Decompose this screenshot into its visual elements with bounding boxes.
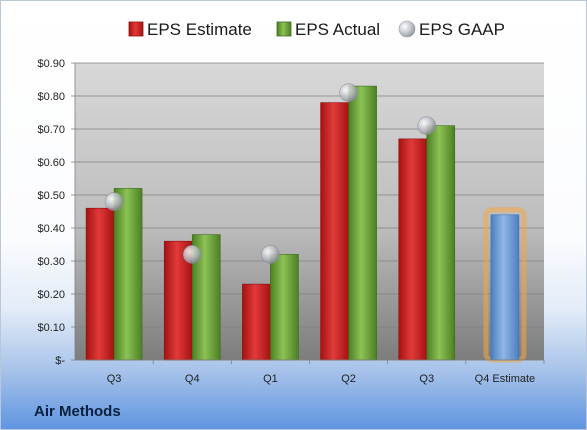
bar-eps-actual [426,125,456,361]
marker-eps-gaap [261,245,280,264]
legend-gaap-label: EPS GAAP [419,20,505,39]
bar-eps-estimate [398,138,428,361]
y-tick-label: $0.90 [37,58,65,70]
y-tick-label: $0.30 [37,256,65,268]
y-tick-label: $0.40 [37,223,65,235]
bar-eps-estimate [85,207,115,361]
bar-eps-estimate [320,102,349,361]
y-tick-label: $0.70 [37,124,65,136]
bar-eps-estimate [242,283,271,361]
legend-estimate-swatch [128,21,144,37]
plot-area [75,63,544,360]
x-tick-label: Q2 [341,373,356,385]
y-tick-label: $0.60 [37,157,65,169]
y-tick-label: $0.50 [37,190,65,202]
x-tick-label: Q4 Estimate [475,373,536,385]
legend-gaap-marker [398,20,416,38]
bar-eps-estimate [163,240,193,361]
bar-eps-actual [270,254,299,361]
x-tick-label: Q3 [419,373,434,385]
y-tick-label: $0.20 [37,289,65,301]
x-axis: Q3 Q4 Q1 Q2 Q3 Q4 Estimate [75,359,545,385]
marker-eps-gaap [417,116,437,135]
y-tick-label: $0.10 [37,322,65,334]
legend-actual-label: EPS Actual [295,20,380,39]
legend-actual-swatch [276,21,292,37]
bars [85,85,527,363]
y-axis: $- $0.10 $0.20 $0.30 $0.40 $0.50 $0.60 $0.70 $0.… [37,58,76,367]
x-tick-label: Q3 [107,373,122,385]
marker-eps-gaap [339,83,358,102]
bar-eps-actual [191,234,221,361]
marker-eps-gaap [104,192,124,211]
marker-eps-gaap [182,245,202,264]
x-tick-label: Q4 [185,373,200,385]
gaap-markers [104,83,437,264]
legend: EPS Estimate EPS Actual EPS GAAP [128,20,505,39]
bar-eps-actual [348,85,377,361]
bar-eps-actual [113,188,143,361]
y-tick-label: $0.80 [37,91,65,103]
legend-estimate-label: EPS Estimate [147,20,252,39]
x-tick-label: Q1 [263,373,278,385]
bar-q4-estimate [490,214,520,361]
y-tick-label: $- [55,355,65,367]
company-name: Air Methods [34,403,121,420]
grid-lines [75,62,544,361]
